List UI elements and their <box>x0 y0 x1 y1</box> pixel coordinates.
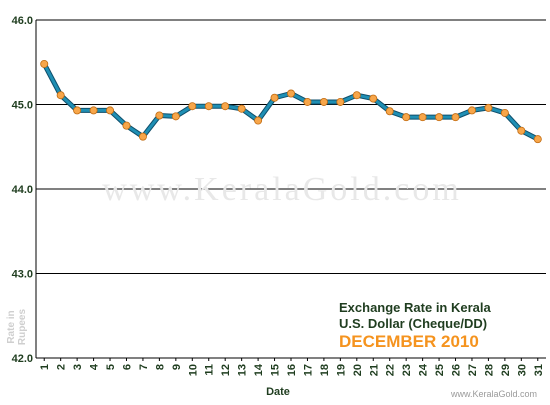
x-tick-label: 18 <box>319 364 331 376</box>
data-point <box>517 126 526 135</box>
x-tick-label: 20 <box>352 364 364 376</box>
data-point <box>171 112 180 121</box>
data-point <box>270 93 279 102</box>
data-point <box>221 102 230 111</box>
x-tick-label: 28 <box>483 364 495 376</box>
x-tick-label: 14 <box>253 363 265 376</box>
x-tick-label: 10 <box>187 364 199 376</box>
x-tick-label: 5 <box>105 364 117 370</box>
series-layer <box>41 61 541 142</box>
site-credit: www.KeralaGold.com <box>450 389 537 399</box>
x-tick-label: 29 <box>500 364 512 376</box>
x-tick-label: 2 <box>56 364 68 370</box>
data-point <box>204 102 213 111</box>
chart-title-line1: Exchange Rate in Kerala <box>339 300 491 315</box>
data-point <box>40 59 49 68</box>
data-point <box>402 113 411 122</box>
data-point <box>336 97 345 106</box>
data-point <box>467 106 476 115</box>
x-tick-label: 12 <box>220 364 232 376</box>
series-line <box>42 62 540 141</box>
x-tick-label: 8 <box>154 364 166 370</box>
x-tick-label: 1 <box>39 364 51 370</box>
marker-layer <box>40 59 542 144</box>
x-tick-label: 25 <box>434 364 446 376</box>
x-tick-label: 15 <box>270 364 282 376</box>
data-point <box>533 135 542 144</box>
x-tick-label: 24 <box>418 363 430 376</box>
data-point <box>89 106 98 115</box>
y-tick-label: 45.0 <box>12 100 33 112</box>
y-tick-label: 46.0 <box>12 15 33 27</box>
x-tick-label: 19 <box>335 364 347 376</box>
data-point <box>56 91 65 100</box>
y-axis-label-line2: Rupees <box>17 309 28 346</box>
x-axis-label: Date <box>266 386 290 398</box>
text-layer: Exchange Rate in Kerala U.S. Dollar (Che… <box>6 300 537 399</box>
x-tick-label: 11 <box>204 364 216 376</box>
data-point <box>484 103 493 112</box>
x-tick-label: 16 <box>286 364 298 376</box>
data-point <box>237 104 246 113</box>
x-tick-label: 27 <box>467 364 479 376</box>
x-tick-label: 6 <box>121 364 133 370</box>
data-point <box>303 97 312 106</box>
x-tick-label: 4 <box>89 363 101 370</box>
x-tick-label: 31 <box>533 364 545 376</box>
data-point <box>385 107 394 116</box>
watermark-text: www.KeralaGold.com <box>102 171 462 208</box>
x-tick-label: 22 <box>385 364 397 376</box>
x-tick-label: 30 <box>516 364 528 376</box>
data-point <box>319 97 328 106</box>
data-point <box>435 113 444 122</box>
data-point <box>188 102 197 111</box>
x-tick-label: 26 <box>451 364 463 376</box>
data-point <box>500 108 509 117</box>
x-tick-label: 23 <box>401 364 413 376</box>
x-tick-label: 9 <box>171 364 183 370</box>
y-tick-label: 43.0 <box>12 269 33 281</box>
data-point <box>451 113 460 122</box>
x-tick-label: 7 <box>138 364 150 370</box>
data-point <box>286 89 295 98</box>
y-axis-label-line1: Rate in <box>6 310 17 343</box>
x-tick-label: 17 <box>302 364 314 376</box>
x-tick-label: 13 <box>237 364 249 376</box>
grid-layer <box>36 19 546 274</box>
data-point <box>369 94 378 103</box>
axis-layer: 42.043.044.045.046.01 2 3 4 5 6 7 8 9 10 11 12 13 14 1… <box>12 15 546 376</box>
data-point <box>73 106 82 115</box>
y-tick-label: 42.0 <box>12 353 33 365</box>
chart-title-line3: DECEMBER 2010 <box>339 332 479 351</box>
data-point <box>254 116 263 125</box>
x-tick-label: 3 <box>72 364 84 370</box>
x-tick-label: 21 <box>368 364 380 376</box>
data-point <box>106 106 115 115</box>
chart-title-line2: U.S. Dollar (Cheque/DD) <box>339 316 487 331</box>
data-point <box>418 113 427 122</box>
data-point <box>155 111 164 120</box>
data-point <box>138 132 147 141</box>
data-point <box>122 121 131 130</box>
series-line-shadow <box>41 61 541 142</box>
data-point <box>352 91 361 100</box>
y-tick-label: 44.0 <box>12 184 33 196</box>
